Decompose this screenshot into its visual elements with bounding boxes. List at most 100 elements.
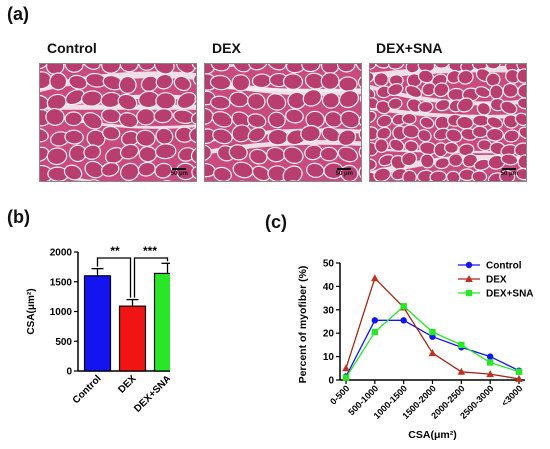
myofiber bbox=[266, 93, 287, 111]
bar-dex bbox=[118, 305, 147, 372]
myofiber bbox=[231, 74, 251, 92]
myofiber bbox=[358, 164, 361, 181]
myofiber bbox=[155, 127, 174, 145]
myofiber bbox=[514, 112, 526, 126]
myofiber bbox=[190, 110, 196, 126]
y-tick-label: 0 bbox=[328, 376, 334, 387]
myofiber bbox=[64, 64, 84, 73]
myofiber bbox=[370, 141, 379, 157]
myofiber bbox=[176, 64, 196, 74]
myofiber bbox=[370, 110, 377, 124]
y-tick-label: 500 bbox=[55, 337, 72, 348]
myofiber bbox=[387, 83, 404, 96]
myofiber bbox=[45, 107, 65, 126]
myofiber bbox=[154, 143, 177, 160]
data-point-dex-sna bbox=[486, 359, 494, 366]
image-title-dex-sna: DEX+SNA bbox=[376, 40, 443, 56]
y-tick-label: 0 bbox=[66, 367, 72, 378]
myofiber bbox=[401, 151, 418, 167]
data-point-dex-sna bbox=[342, 374, 350, 381]
myofiber bbox=[402, 169, 417, 181]
tissue-texture-dex bbox=[205, 64, 361, 181]
myofiber bbox=[191, 165, 196, 181]
myofiber bbox=[68, 74, 88, 90]
panel-label-a: (a) bbox=[7, 4, 29, 24]
panel-label-c: (c) bbox=[265, 212, 287, 232]
myofiber bbox=[46, 147, 68, 166]
data-point-dex bbox=[515, 374, 523, 382]
myofiber bbox=[118, 75, 137, 94]
myofiber bbox=[515, 167, 526, 181]
myofiber bbox=[136, 107, 156, 126]
myofiber bbox=[373, 167, 392, 181]
myofiber bbox=[135, 129, 156, 147]
y-tick-label: 50 bbox=[323, 259, 335, 270]
y-axis-label: CSA(μm²) bbox=[26, 288, 37, 334]
myofiber bbox=[448, 153, 464, 167]
myofiber bbox=[338, 89, 360, 109]
myofiber bbox=[485, 64, 501, 70]
panel-label-b: (b) bbox=[7, 207, 30, 227]
myofiber bbox=[119, 64, 139, 73]
series-line-dex-sna bbox=[345, 305, 520, 379]
myofiber bbox=[194, 92, 196, 108]
legend-marker-dex-sna bbox=[465, 289, 473, 297]
myofiber bbox=[63, 164, 83, 181]
legend-label-dex: DEX bbox=[486, 275, 507, 286]
myofiber bbox=[387, 97, 403, 110]
myofiber bbox=[100, 162, 120, 177]
myofiber bbox=[388, 64, 405, 70]
myofiber bbox=[370, 64, 377, 71]
micrograph-dex-sna: 50 μm bbox=[369, 63, 527, 182]
data-point-control bbox=[371, 317, 379, 324]
myofiber bbox=[247, 92, 266, 110]
myofiber bbox=[516, 68, 526, 84]
micrograph-control: 50 μm bbox=[39, 63, 197, 182]
data-point-dex bbox=[428, 349, 437, 357]
myofiber bbox=[489, 84, 504, 100]
myofiber bbox=[358, 124, 361, 142]
myofiber bbox=[355, 64, 361, 72]
myofiber bbox=[419, 116, 435, 129]
myofiber bbox=[120, 162, 140, 181]
myofiber bbox=[82, 112, 103, 130]
series-line-control bbox=[345, 319, 520, 377]
myofiber bbox=[456, 97, 474, 113]
myofiber bbox=[401, 112, 417, 125]
bar-control bbox=[83, 275, 112, 372]
myofiber bbox=[192, 72, 196, 87]
significance-bracket bbox=[133, 257, 169, 298]
myofiber bbox=[376, 114, 393, 128]
data-point-dex bbox=[457, 367, 466, 375]
myofiber bbox=[137, 161, 156, 177]
myofiber bbox=[285, 108, 304, 124]
myofiber bbox=[301, 64, 321, 73]
y-tick-label: 40 bbox=[323, 282, 335, 293]
myofiber bbox=[358, 111, 361, 128]
myofiber bbox=[500, 153, 519, 166]
myofiber bbox=[370, 158, 377, 171]
myofiber bbox=[155, 73, 174, 90]
myofiber bbox=[153, 108, 173, 124]
x-tick-label: 0-500 bbox=[328, 383, 351, 406]
myofiber bbox=[500, 100, 518, 115]
micrograph-dex: 50 μm bbox=[204, 63, 362, 182]
data-point-dex-sna bbox=[429, 328, 436, 336]
scale-label: 50 μm bbox=[335, 171, 353, 177]
scale-label: 50 μm bbox=[170, 171, 188, 177]
myofiber bbox=[336, 64, 356, 73]
x-tick-label: DEX+SNA bbox=[132, 373, 170, 414]
myofiber bbox=[228, 144, 248, 161]
myofiber bbox=[40, 127, 49, 143]
legend-label-control: Control bbox=[486, 261, 522, 272]
image-title-control: Control bbox=[47, 40, 97, 56]
y-tick-label: 1000 bbox=[50, 307, 73, 318]
tissue-texture-dex-sna bbox=[370, 64, 526, 181]
myofiber bbox=[101, 64, 122, 74]
tissue-texture-control bbox=[40, 64, 196, 181]
myofiber bbox=[417, 129, 432, 143]
myofiber bbox=[155, 92, 177, 110]
significance-bracket bbox=[96, 257, 132, 298]
myofiber bbox=[486, 116, 504, 129]
myofiber bbox=[420, 153, 435, 169]
